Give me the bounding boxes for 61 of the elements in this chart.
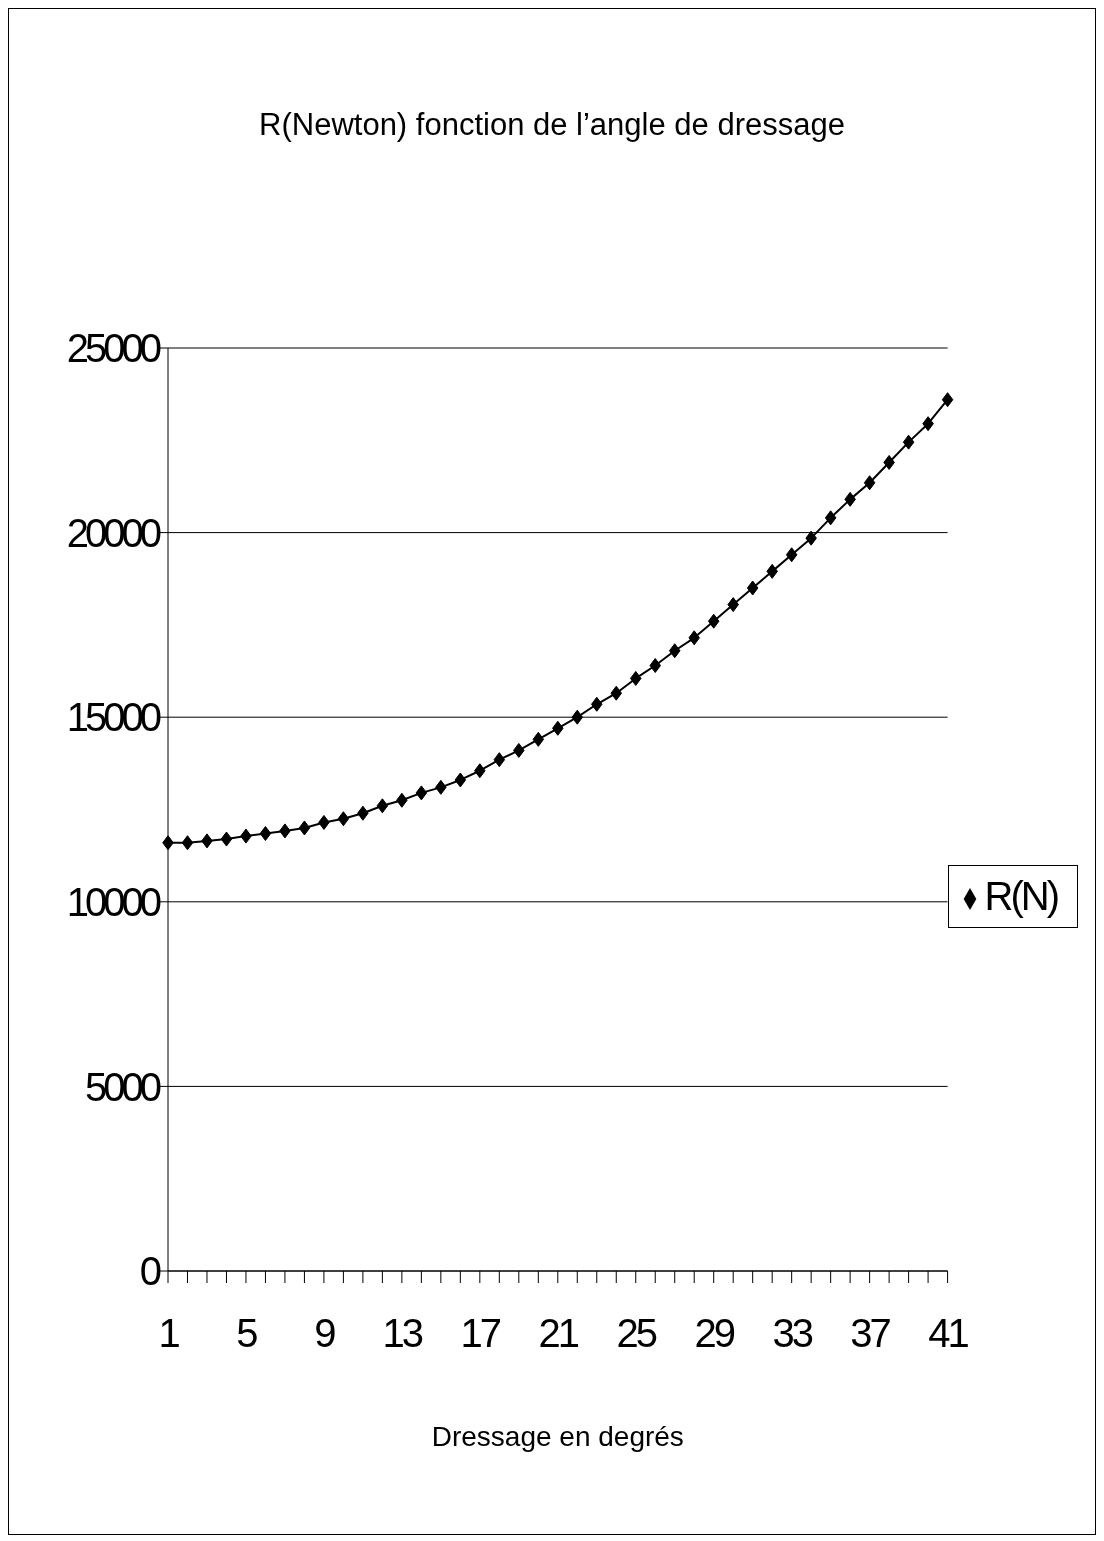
x-tick-label: 41 [928, 1311, 969, 1356]
x-tick-label: 9 [314, 1311, 336, 1356]
point [396, 792, 408, 808]
point [201, 833, 213, 849]
x-axis-title: Dressage en degrés [431, 1421, 684, 1452]
point [318, 814, 330, 830]
y-tick-label: 20000 [66, 510, 161, 555]
point [649, 658, 661, 674]
y-tick-label: 15000 [66, 695, 161, 740]
y-tick-label: 5000 [85, 1064, 161, 1109]
x-tick-label: 25 [616, 1311, 657, 1356]
point [279, 823, 291, 839]
point [259, 826, 272, 841]
point [805, 530, 817, 546]
x-tick-label: 13 [382, 1311, 423, 1356]
point [591, 696, 603, 712]
point [902, 434, 915, 450]
point [415, 785, 428, 801]
point [376, 798, 389, 814]
point [630, 670, 642, 686]
point [181, 835, 194, 851]
point [727, 597, 739, 613]
point [785, 547, 798, 563]
point [552, 720, 564, 736]
x-tick-label: 33 [772, 1311, 813, 1356]
point [922, 416, 934, 432]
point [357, 805, 369, 821]
point [337, 811, 350, 827]
point [707, 613, 720, 629]
point [824, 510, 837, 526]
x-tick-label: 17 [460, 1311, 501, 1356]
x-tick-label: 29 [694, 1311, 735, 1356]
point [493, 752, 506, 768]
point [298, 820, 311, 836]
point [746, 580, 759, 596]
point [454, 772, 467, 788]
point [571, 709, 584, 725]
legend-label: R(N) [984, 874, 1057, 918]
x-tick-label: 1 [158, 1311, 180, 1356]
x-tick-label: 5 [236, 1311, 258, 1356]
point [240, 828, 252, 844]
point [766, 563, 778, 579]
point [688, 630, 700, 646]
point [435, 779, 447, 795]
point [844, 491, 856, 507]
x-tick-label: 37 [850, 1311, 891, 1356]
point [941, 392, 954, 408]
point [513, 742, 525, 758]
x-tick-label: 21 [538, 1311, 579, 1356]
point [610, 685, 623, 701]
chart-title: R(Newton) fonction de l’angle de dressage [259, 107, 845, 143]
point [883, 454, 895, 470]
point [863, 475, 876, 491]
y-tick-label: 25000 [66, 326, 161, 371]
point [220, 831, 233, 847]
y-tick-label: 10000 [66, 880, 161, 924]
point [474, 763, 486, 779]
y-tick-label: 0 [139, 1249, 161, 1294]
point [162, 835, 174, 851]
point [532, 731, 545, 747]
point [668, 643, 681, 659]
